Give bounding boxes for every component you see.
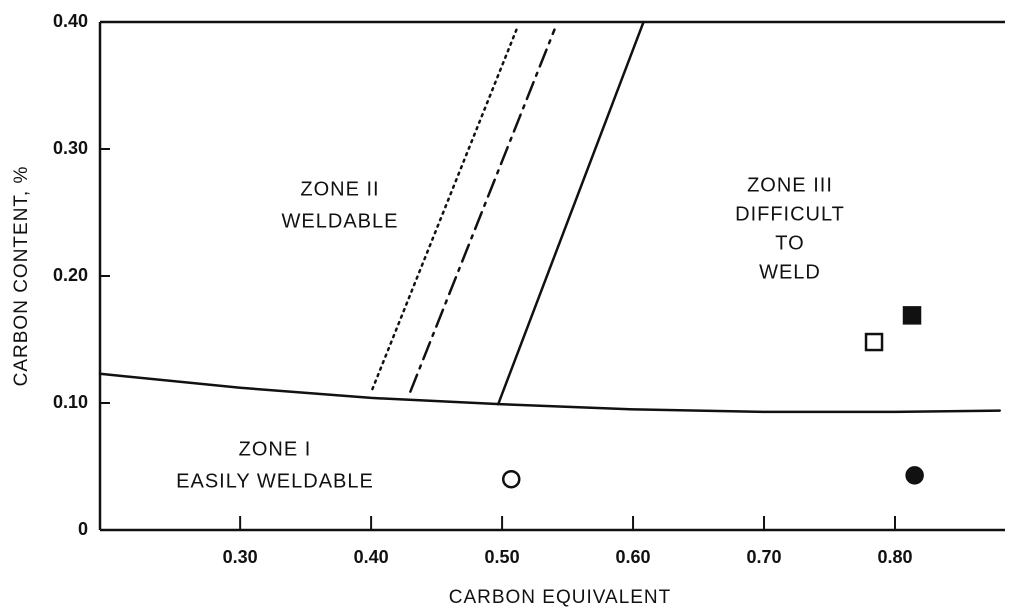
boundary-line xyxy=(371,28,518,391)
point xyxy=(902,306,922,325)
frame xyxy=(98,20,1005,532)
zone-label: EASILY WELDABLE xyxy=(176,470,374,492)
boundary-line xyxy=(409,28,556,393)
y-tick-label: 0.30 xyxy=(53,138,88,158)
x-tick-label: 0.50 xyxy=(485,547,520,567)
x-tick-label: 0.80 xyxy=(877,547,912,567)
point xyxy=(501,469,521,489)
y-tick-label: 0 xyxy=(78,519,88,539)
boundary-line xyxy=(496,20,645,406)
x-tick-label: 0.60 xyxy=(616,547,651,567)
zone-label: ZONE III xyxy=(747,174,833,196)
zone-label: WELDABLE xyxy=(282,210,399,232)
boundary-line xyxy=(98,372,1002,414)
y-tick-label: 0.40 xyxy=(53,11,88,31)
zone-label: ZONE II xyxy=(300,178,379,200)
point xyxy=(864,332,884,352)
x-tick-label: 0.70 xyxy=(746,547,781,567)
zone-label: TO xyxy=(775,232,804,254)
point xyxy=(905,466,924,485)
y-axis-label: CARBON CONTENT, % xyxy=(11,166,32,387)
x-axis-label: CARBON EQUIVALENT xyxy=(449,587,672,608)
y-tick-label: 0.10 xyxy=(53,392,88,412)
x-tick-label: 0.30 xyxy=(223,547,258,567)
zone-label: WELD xyxy=(759,261,821,283)
zone-label: ZONE I xyxy=(239,438,312,460)
zone-label: DIFFICULT xyxy=(735,203,845,225)
y-tick-label: 0.20 xyxy=(53,265,88,285)
x-tick-label: 0.40 xyxy=(354,547,389,567)
